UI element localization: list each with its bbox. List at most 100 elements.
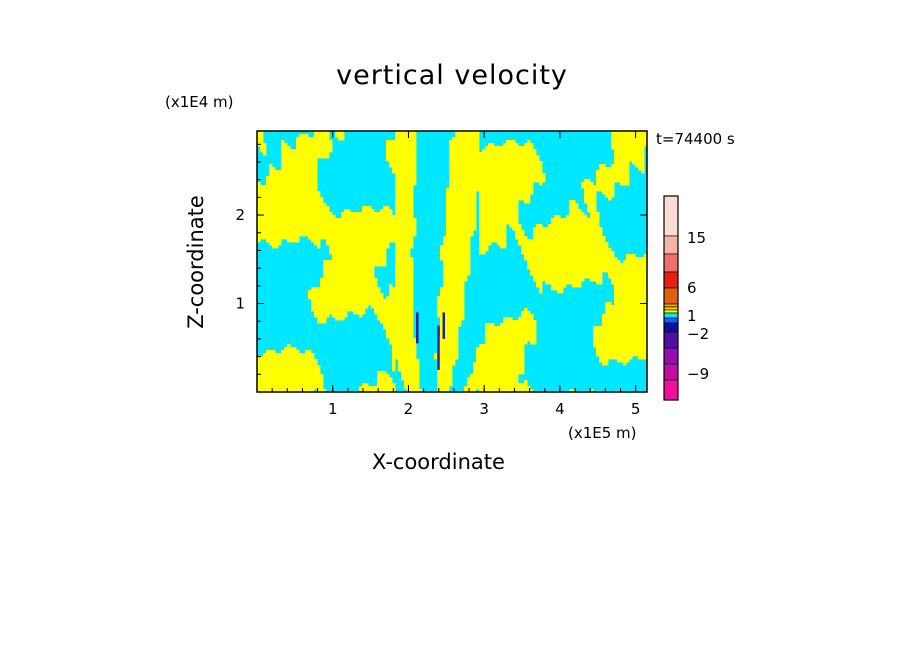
field-cell bbox=[452, 287, 456, 291]
field-cell bbox=[356, 257, 360, 261]
field-cell bbox=[599, 239, 603, 243]
field-cell bbox=[623, 347, 627, 351]
field-cell bbox=[506, 335, 510, 339]
field-cell bbox=[488, 341, 492, 345]
field-cell bbox=[323, 284, 327, 288]
field-cell bbox=[491, 155, 495, 159]
field-cell bbox=[314, 143, 318, 147]
field-cell bbox=[584, 221, 588, 225]
field-cell bbox=[410, 341, 414, 345]
field-cell bbox=[365, 224, 369, 228]
field-cell bbox=[503, 206, 507, 210]
field-cell bbox=[389, 149, 393, 153]
field-cell bbox=[410, 239, 414, 243]
field-cell bbox=[299, 164, 303, 168]
field-cell bbox=[302, 218, 306, 222]
field-cell bbox=[353, 245, 357, 249]
field-cell bbox=[482, 197, 486, 201]
field-cell bbox=[464, 203, 468, 207]
field-cell bbox=[446, 317, 450, 321]
field-cell bbox=[521, 155, 525, 159]
field-cell bbox=[590, 248, 594, 252]
field-cell bbox=[455, 254, 459, 258]
field-cell bbox=[326, 131, 330, 135]
field-cell bbox=[590, 218, 594, 222]
field-cell bbox=[407, 161, 411, 165]
field-cell bbox=[638, 329, 642, 333]
field-cell bbox=[359, 266, 363, 270]
field-cell bbox=[632, 281, 636, 285]
field-cell bbox=[365, 287, 369, 291]
field-cell bbox=[605, 311, 609, 315]
field-cell bbox=[401, 335, 405, 339]
field-cell bbox=[395, 233, 399, 237]
field-cell bbox=[584, 230, 588, 234]
field-cell bbox=[389, 224, 393, 228]
field-cell bbox=[494, 146, 498, 150]
field-cell bbox=[278, 191, 282, 195]
field-cell bbox=[596, 353, 600, 357]
field-cell bbox=[308, 188, 312, 192]
field-cell bbox=[290, 155, 294, 159]
field-cell bbox=[602, 245, 606, 249]
field-cell bbox=[521, 359, 525, 363]
field-cell bbox=[329, 272, 333, 276]
field-cell bbox=[443, 347, 447, 351]
field-cell bbox=[593, 194, 597, 198]
field-cell bbox=[401, 224, 405, 228]
field-cell bbox=[458, 305, 462, 309]
field-cell bbox=[602, 170, 606, 174]
field-cell bbox=[269, 353, 273, 357]
field-cell bbox=[341, 266, 345, 270]
field-cell bbox=[413, 161, 417, 165]
field-cell bbox=[587, 251, 591, 255]
field-cell bbox=[632, 149, 636, 153]
field-cell bbox=[605, 341, 609, 345]
field-cell bbox=[518, 197, 522, 201]
field-cell bbox=[449, 299, 453, 303]
field-cell bbox=[296, 170, 300, 174]
field-cell bbox=[398, 191, 402, 195]
field-cell bbox=[629, 293, 633, 297]
field-cell bbox=[464, 197, 468, 201]
field-cell bbox=[494, 329, 498, 333]
field-cell bbox=[416, 362, 420, 366]
field-cell bbox=[407, 263, 411, 267]
field-cell bbox=[398, 218, 402, 222]
field-cell bbox=[545, 248, 549, 252]
field-cell bbox=[506, 161, 510, 165]
field-cell bbox=[341, 218, 345, 222]
field-cell bbox=[392, 302, 396, 306]
field-cell bbox=[320, 134, 324, 138]
field-cell bbox=[395, 284, 399, 288]
field-cell bbox=[257, 359, 261, 363]
field-cell bbox=[278, 203, 282, 207]
field-cell bbox=[467, 242, 471, 246]
field-cell bbox=[452, 215, 456, 219]
field-cell bbox=[617, 269, 621, 273]
field-cell bbox=[488, 143, 492, 147]
field-cell bbox=[413, 176, 417, 180]
field-cell bbox=[398, 200, 402, 204]
field-cell bbox=[302, 140, 306, 144]
field-cell bbox=[317, 215, 321, 219]
field-cell bbox=[344, 239, 348, 243]
field-cell bbox=[356, 224, 360, 228]
field-cell bbox=[470, 227, 474, 231]
field-cell bbox=[362, 311, 366, 315]
field-cell bbox=[596, 233, 600, 237]
field-cell bbox=[626, 302, 630, 306]
field-cell bbox=[503, 245, 507, 249]
field-cell bbox=[461, 158, 465, 162]
field-cell bbox=[293, 347, 297, 351]
field-cell bbox=[629, 335, 633, 339]
field-cell bbox=[443, 356, 447, 360]
field-cell bbox=[302, 206, 306, 210]
field-cell bbox=[488, 323, 492, 327]
field-cell bbox=[632, 254, 636, 258]
field-cell bbox=[488, 164, 492, 168]
field-cell bbox=[593, 227, 597, 231]
field-cell bbox=[527, 182, 531, 186]
field-cell bbox=[596, 263, 600, 267]
field-cell bbox=[539, 275, 543, 279]
